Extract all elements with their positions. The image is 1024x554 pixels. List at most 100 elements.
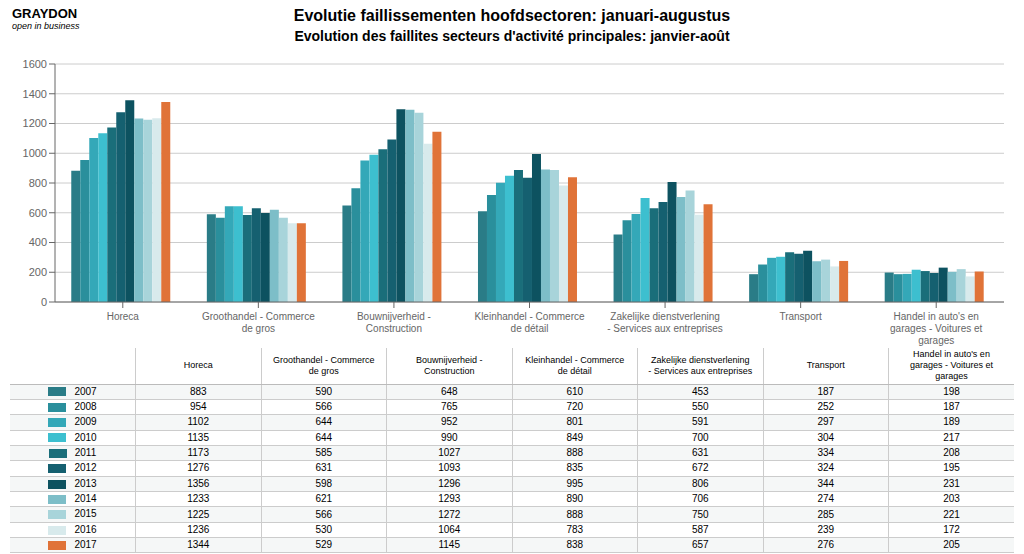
html-text:334: 334 xyxy=(817,447,835,459)
html-text:231: 231 xyxy=(943,477,960,489)
html-text:1344: 1344 xyxy=(187,539,210,551)
html-text:1296: 1296 xyxy=(438,477,461,489)
svg-text:Bouwnijverheid -Construction: Bouwnijverheid -Construction xyxy=(357,311,431,334)
html-text:2014: 2014 xyxy=(74,493,97,505)
html-text:1102: 1102 xyxy=(187,416,209,428)
html-text:2012: 2012 xyxy=(74,462,97,474)
html-text:Handel in auto's en garages -: Handel in auto's en garages - Voitures e… xyxy=(910,349,993,382)
html-text:187: 187 xyxy=(817,385,835,397)
svg-text:Zakelijke dienstverlening- Ser: Zakelijke dienstverlening- Services aux … xyxy=(607,311,723,334)
html-text:203: 203 xyxy=(943,493,960,505)
html-text:324: 324 xyxy=(817,462,835,474)
html-text:2007: 2007 xyxy=(74,385,97,397)
html-text:590: 590 xyxy=(315,385,333,397)
html-text:217: 217 xyxy=(943,431,960,443)
svg-text:400: 400 xyxy=(29,236,47,248)
html-text:591: 591 xyxy=(691,416,709,428)
html-text:Evolution des faillites secteu: Evolution des faillites secteurs d'activ… xyxy=(294,28,730,44)
html-text:1356: 1356 xyxy=(187,477,210,489)
svg-text:1000: 1000 xyxy=(23,147,47,159)
svg-text:1400: 1400 xyxy=(23,88,47,100)
svg-text:800: 800 xyxy=(29,177,47,189)
html-text:198: 198 xyxy=(943,385,960,397)
html-text:801: 801 xyxy=(566,416,584,428)
html-text:344: 344 xyxy=(817,477,835,489)
html-text:783: 783 xyxy=(566,523,584,535)
html-text:2008: 2008 xyxy=(74,401,97,413)
svg-text:1200: 1200 xyxy=(23,117,47,129)
html-text:648: 648 xyxy=(440,385,458,397)
html-text:1236: 1236 xyxy=(187,523,210,535)
html-text:Evolutie faillissementen hoofd: Evolutie faillissementen hoofdsectoren: … xyxy=(293,7,731,24)
svg-text:0: 0 xyxy=(41,296,47,308)
html-text:888: 888 xyxy=(566,508,584,520)
html-text:304: 304 xyxy=(817,431,835,443)
html-text:995: 995 xyxy=(566,477,584,489)
svg-text:Groothandel - Commercede gros: Groothandel - Commercede gros xyxy=(202,311,315,334)
html-text:1027: 1027 xyxy=(438,447,461,459)
html-text:2016: 2016 xyxy=(74,524,97,536)
html-text:239: 239 xyxy=(817,523,835,535)
html-text:2017: 2017 xyxy=(74,539,97,551)
html-text:1272: 1272 xyxy=(438,508,461,520)
html-text:274: 274 xyxy=(817,493,835,505)
html-text:2011: 2011 xyxy=(74,447,97,459)
html-text:1293: 1293 xyxy=(438,493,461,505)
svg-text:Transport: Transport xyxy=(779,311,822,322)
html-text:1064: 1064 xyxy=(438,523,461,535)
html-text:2010: 2010 xyxy=(74,431,97,443)
html-text:849: 849 xyxy=(566,431,584,443)
html-text:529: 529 xyxy=(315,539,333,551)
html-text:297: 297 xyxy=(817,416,835,428)
html-text:672: 672 xyxy=(691,462,709,474)
html-text:Groothandel - Commerce de gros: Groothandel - Commerce de gros xyxy=(273,354,375,376)
html-text:566: 566 xyxy=(315,508,333,520)
html-text:GRAYDON: GRAYDON xyxy=(12,6,78,21)
html-text:530: 530 xyxy=(315,523,333,535)
html-text:189: 189 xyxy=(943,416,960,428)
svg-text:Handel in auto's engarages - V: Handel in auto's engarages - Voitures et… xyxy=(890,311,982,346)
html-text:Bouwnijverheid - Construction: Bouwnijverheid - Construction xyxy=(416,354,483,376)
html-text:631: 631 xyxy=(691,447,709,459)
html-text:598: 598 xyxy=(315,477,333,489)
svg-text:200: 200 xyxy=(29,266,47,278)
html-text:631: 631 xyxy=(315,462,333,474)
html-text:952: 952 xyxy=(440,416,458,428)
html-text:195: 195 xyxy=(943,462,960,474)
html-text:221: 221 xyxy=(943,508,960,520)
html-text:644: 644 xyxy=(315,431,333,443)
svg-text:600: 600 xyxy=(29,207,47,219)
html-text:2015: 2015 xyxy=(74,508,97,520)
html-text:883: 883 xyxy=(189,385,207,397)
html-text:700: 700 xyxy=(691,431,709,443)
html-text:1135: 1135 xyxy=(187,431,209,443)
html-text:1145: 1145 xyxy=(438,539,460,551)
html-text:1173: 1173 xyxy=(187,447,209,459)
html-text:Zakelijke dienstverlening - Se: Zakelijke dienstverlening - Services aux… xyxy=(648,354,753,376)
html-text:806: 806 xyxy=(691,477,709,489)
svg-text:Horeca: Horeca xyxy=(107,311,140,322)
html-text:587: 587 xyxy=(691,523,709,535)
html-text:990: 990 xyxy=(440,431,458,443)
html-text:208: 208 xyxy=(943,447,960,459)
html-text:835: 835 xyxy=(566,462,584,474)
html-text:610: 610 xyxy=(566,385,584,397)
html-text:706: 706 xyxy=(691,493,709,505)
html-text:1093: 1093 xyxy=(438,462,461,474)
html-text:585: 585 xyxy=(315,447,333,459)
html-text:285: 285 xyxy=(817,508,835,520)
svg-text:Kleinhandel - Commercede détai: Kleinhandel - Commercede détail xyxy=(474,311,584,334)
html-text:1233: 1233 xyxy=(187,493,210,505)
html-text:890: 890 xyxy=(566,493,584,505)
html-text:750: 750 xyxy=(691,508,709,520)
svg-text:1600: 1600 xyxy=(23,58,47,70)
html-text:1225: 1225 xyxy=(187,508,210,520)
html-text:172: 172 xyxy=(943,523,960,535)
html-text:1276: 1276 xyxy=(187,462,210,474)
html-text:644: 644 xyxy=(315,416,333,428)
html-text:621: 621 xyxy=(315,493,333,505)
html-text:Kleinhandel - Commerce de déta: Kleinhandel - Commerce de détail xyxy=(525,354,625,376)
html-text:888: 888 xyxy=(566,447,584,459)
html-text:453: 453 xyxy=(691,385,709,397)
html-text:2009: 2009 xyxy=(74,416,97,428)
